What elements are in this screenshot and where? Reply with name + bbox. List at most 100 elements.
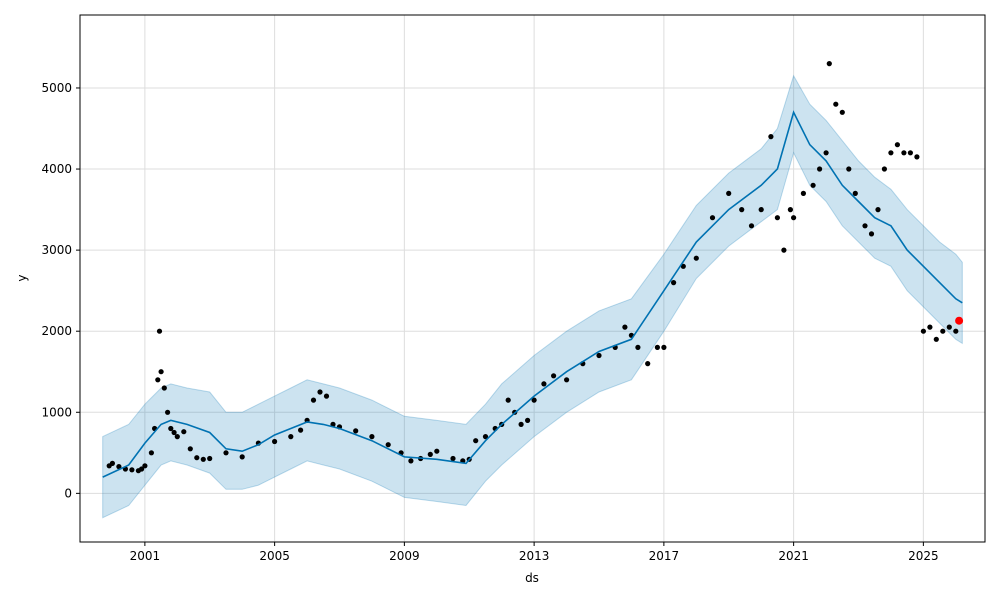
observed-point <box>596 352 602 359</box>
observed-point <box>187 446 193 452</box>
observed-point <box>505 397 511 403</box>
observed-point <box>862 223 868 229</box>
observed-point <box>768 134 774 140</box>
x-axis-label: ds <box>525 571 539 585</box>
observed-point <box>758 207 764 213</box>
observed-point <box>680 263 686 269</box>
x-tick-label: 2013 <box>519 549 550 563</box>
y-axis-label: y <box>15 274 29 281</box>
observed-point <box>116 464 122 470</box>
observed-point <box>852 190 858 196</box>
observed-point <box>635 344 641 350</box>
x-tick-label: 2025 <box>908 549 939 563</box>
observed-point <box>239 454 245 460</box>
observed-point <box>774 215 781 221</box>
y-tick-label: 3000 <box>41 243 72 257</box>
observed-point <box>709 215 716 221</box>
observed-point <box>525 417 531 423</box>
last-point <box>955 316 964 325</box>
x-tick-label: 2009 <box>389 549 420 563</box>
observed-point <box>482 434 489 440</box>
observed-point <box>531 397 537 403</box>
observed-point <box>914 154 920 160</box>
observed-point <box>726 190 732 196</box>
observed-point <box>298 427 304 433</box>
observed-point <box>323 393 330 399</box>
y-tick-label: 4000 <box>41 162 72 176</box>
x-tick-label: 2017 <box>649 549 680 563</box>
observed-point <box>551 373 557 379</box>
observed-point <box>223 450 229 456</box>
observed-point <box>748 223 755 229</box>
observed-point <box>174 434 180 440</box>
observed-point <box>800 190 807 196</box>
plot-frame <box>79 14 986 543</box>
observed-point <box>881 166 888 172</box>
observed-point <box>901 150 907 156</box>
forecast-line <box>102 110 963 478</box>
uncertainty-band <box>102 74 963 519</box>
observed-point <box>155 377 161 383</box>
x-tick-label: 2021 <box>778 549 809 563</box>
y-tick-label: 1000 <box>41 405 72 419</box>
observed-point <box>518 421 524 427</box>
observed-point <box>693 255 699 261</box>
observed-point <box>868 231 875 237</box>
observed-point <box>156 328 163 334</box>
observed-point <box>894 142 901 148</box>
observed-point <box>823 150 829 156</box>
observed-point <box>385 442 391 448</box>
observed-point <box>408 458 414 464</box>
observed-point <box>161 385 167 391</box>
observed-point <box>450 455 456 462</box>
observed-point <box>920 328 927 334</box>
observed-point <box>139 466 145 472</box>
observed-point <box>181 429 187 435</box>
grid <box>80 15 985 542</box>
observed-point <box>654 344 661 350</box>
observed-point <box>817 166 823 172</box>
y-tick-label: 2000 <box>41 324 72 338</box>
observed-point <box>564 377 570 383</box>
forecast-line-layer <box>102 110 963 478</box>
observed-point <box>207 455 213 462</box>
observed-point <box>434 448 440 454</box>
observed-point <box>142 463 148 469</box>
observed-point <box>787 207 794 213</box>
observed-point <box>330 421 336 427</box>
observed-point <box>310 397 317 403</box>
observed-point <box>353 428 359 434</box>
observed-point <box>369 434 375 440</box>
observed-point <box>846 166 852 172</box>
observed-point <box>171 429 177 436</box>
observed-point <box>671 280 677 286</box>
observed-point <box>953 328 959 334</box>
y-tick-label: 5000 <box>41 81 72 95</box>
observed-point <box>168 425 174 432</box>
x-tick-label: 2005 <box>259 549 290 563</box>
observed-point <box>940 328 946 334</box>
observed-point <box>272 438 278 445</box>
observed-point <box>317 389 323 395</box>
uncertainty-band-layer <box>102 74 963 519</box>
observed-point <box>148 450 154 456</box>
observed-point <box>927 324 933 330</box>
observed-point <box>427 451 433 457</box>
observed-point <box>888 150 894 156</box>
observed-point <box>473 438 479 444</box>
x-tick-label: 2001 <box>130 549 161 563</box>
observed-point <box>839 109 845 115</box>
observed-point <box>109 460 115 466</box>
y-tick-label: 0 <box>64 486 72 500</box>
observed-point <box>826 61 832 67</box>
observed-point <box>645 361 651 367</box>
observed-point <box>129 467 135 473</box>
observed-point <box>781 247 787 253</box>
observed-point <box>288 434 294 440</box>
y-ticks: 0 1000 2000 3000 4000 5000 <box>41 81 80 500</box>
observed-point <box>875 207 881 213</box>
observed-point <box>158 369 164 375</box>
observed-point <box>165 409 171 415</box>
observed-point <box>946 324 952 330</box>
